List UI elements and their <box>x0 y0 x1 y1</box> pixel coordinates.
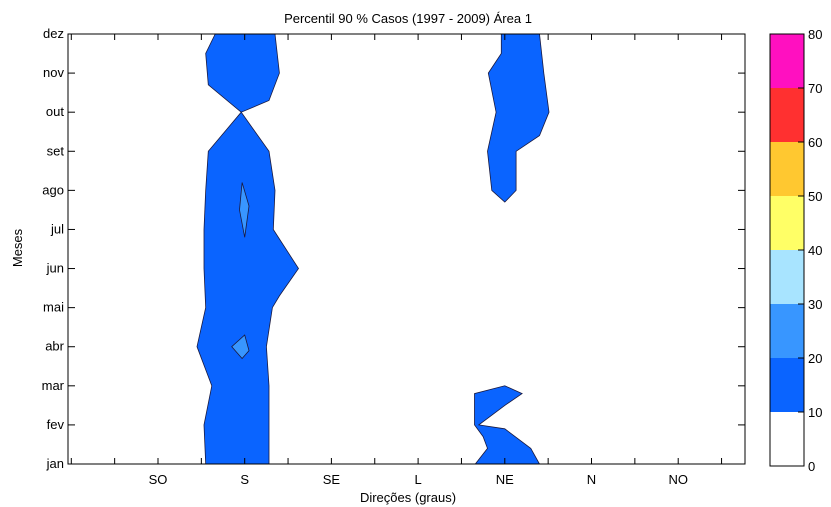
y-tick-label: abr <box>45 339 64 354</box>
y-tick-label: nov <box>43 65 64 80</box>
plot-background <box>68 34 745 464</box>
y-tick-label: fev <box>47 417 65 432</box>
colorbar-tick-label: 30 <box>808 297 822 312</box>
colorbar-swatch <box>770 250 804 304</box>
colorbar-tick-label: 0 <box>808 459 815 474</box>
y-tick-label: mar <box>42 378 65 393</box>
colorbar-tick-label: 60 <box>808 135 822 150</box>
colorbar-tick-label: 50 <box>808 189 822 204</box>
colorbar-swatch <box>770 358 804 412</box>
contour-region-s-band-lower <box>196 111 299 465</box>
contour-region-ne-upper <box>487 33 550 203</box>
colorbar-swatch <box>770 304 804 358</box>
plot-area <box>67 33 746 465</box>
colorbar-tick-label: 10 <box>808 405 822 420</box>
x-tick-label: NE <box>496 472 514 487</box>
y-tick-label: jul <box>50 221 64 236</box>
y-axis: jan fev mar abr mai jun jul ago set out nov dez <box>42 26 745 471</box>
contour-region-ne-lower <box>474 385 541 465</box>
y-tick-label: jan <box>46 456 64 471</box>
contour-region-s-core-apr <box>231 334 250 360</box>
y-tick-label: mai <box>43 300 64 315</box>
colorbar-tick-label: 40 <box>808 243 822 258</box>
contour-region-s-thin-ago <box>239 182 250 238</box>
y-tick-label: jun <box>46 261 64 276</box>
y-tick-label: dez <box>43 26 64 41</box>
contour-region-s-band-upper <box>205 33 280 113</box>
x-tick-label: SO <box>149 472 168 487</box>
y-tick-label: ago <box>42 182 64 197</box>
x-axis-label: Direções (graus) <box>360 490 456 505</box>
y-axis-label: Meses <box>10 228 25 267</box>
y-tick-label: out <box>46 104 64 119</box>
colorbar-tick-label: 70 <box>808 81 822 96</box>
x-tick-label: SE <box>323 472 341 487</box>
colorbar-tick-label: 80 <box>808 27 822 42</box>
plot-frame <box>67 33 746 465</box>
x-tick-label: N <box>587 472 596 487</box>
colorbar: 0 10 20 30 40 50 60 70 80 <box>769 27 822 474</box>
colorbar-swatch <box>770 88 804 142</box>
chart-title: Percentil 90 % Casos (1997 - 2009) Área … <box>284 11 532 26</box>
x-tick-label: S <box>240 472 249 487</box>
x-tick-label: L <box>414 472 421 487</box>
x-axis: SO S SE L NE N NO <box>70 34 723 487</box>
colorbar-swatch <box>770 412 804 466</box>
colorbar-swatch <box>770 196 804 250</box>
colorbar-swatch <box>770 142 804 196</box>
colorbar-tick-label: 20 <box>808 351 822 366</box>
colorbar-swatch <box>770 34 804 88</box>
y-tick-label: set <box>47 143 65 158</box>
x-tick-label: NO <box>668 472 688 487</box>
